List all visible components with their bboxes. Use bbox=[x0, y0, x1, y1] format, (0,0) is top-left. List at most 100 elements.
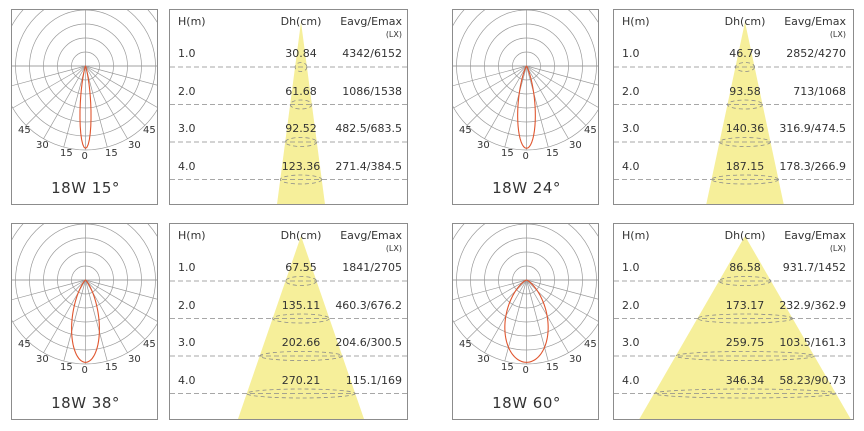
row-diameter: 187.15 bbox=[725, 159, 765, 173]
polar-angle-label: 30 bbox=[477, 140, 490, 151]
row-height: 3.0 bbox=[178, 122, 196, 135]
spot-ellipse bbox=[711, 174, 779, 185]
row-illuminance: 316.9/474.5 bbox=[779, 122, 846, 135]
column-header-diameter: Dh(cm) bbox=[280, 15, 322, 28]
row-illuminance: 1841/2705 bbox=[342, 261, 402, 274]
polar-chart-title: 18W 15° bbox=[51, 179, 120, 197]
column-header-unit: (LX) bbox=[829, 244, 846, 253]
column-header-height: H(m) bbox=[178, 229, 206, 242]
row-height: 1.0 bbox=[622, 261, 640, 274]
polar-angle-label: 15 bbox=[501, 362, 514, 373]
column-header-height: H(m) bbox=[622, 229, 650, 242]
column-header-illuminance: Eavg/Emax bbox=[340, 15, 402, 28]
row-diameter: 346.34 bbox=[725, 373, 765, 387]
row-diameter: 135.11 bbox=[281, 298, 321, 312]
polar-angle-label: 45 bbox=[143, 125, 156, 136]
row-illuminance: 178.3/266.9 bbox=[779, 159, 846, 173]
spot-ellipse bbox=[719, 137, 771, 147]
row-illuminance: 460.3/676.2 bbox=[335, 298, 402, 312]
spot-ellipse bbox=[289, 99, 313, 110]
polar-angle-label: 15 bbox=[546, 362, 559, 373]
light-distribution-curve bbox=[504, 279, 549, 363]
polar-angle-label: 45 bbox=[584, 339, 597, 350]
row-height: 1.0 bbox=[622, 47, 640, 60]
polar-angle-label: 15 bbox=[105, 148, 118, 159]
row-diameter: 46.79 bbox=[729, 47, 761, 60]
polar-grid bbox=[453, 10, 598, 151]
row-height: 2.0 bbox=[178, 84, 196, 98]
column-header-unit: (LX) bbox=[385, 244, 402, 253]
polar-diagram-panel: 45 30 15 0 15 30 45 18W 38° bbox=[11, 223, 158, 420]
row-height: 3.0 bbox=[622, 122, 640, 135]
beam-cone-graphic bbox=[170, 236, 407, 419]
row-illuminance: 271.4/384.5 bbox=[335, 159, 402, 173]
polar-angle-label: 30 bbox=[36, 354, 49, 365]
polar-grid bbox=[453, 224, 598, 365]
column-header-height: H(m) bbox=[178, 15, 206, 28]
polar-chart-title: 18W 24° bbox=[492, 179, 561, 197]
polar-angle-label: 30 bbox=[569, 140, 582, 151]
polar-angle-label: 30 bbox=[569, 354, 582, 365]
row-illuminance: 115.1/169 bbox=[345, 373, 402, 387]
beam-cone-graphic bbox=[614, 236, 853, 419]
polar-angle-label: 30 bbox=[477, 354, 490, 365]
spot-ellipse bbox=[294, 62, 308, 72]
row-diameter: 61.68 bbox=[285, 84, 317, 98]
polar-grid bbox=[12, 224, 157, 365]
polar-angle-label: 15 bbox=[60, 148, 73, 159]
row-height: 4.0 bbox=[178, 159, 196, 173]
light-beam-cone bbox=[237, 236, 365, 419]
polar-angle-label: 0 bbox=[522, 151, 529, 162]
column-header-height: H(m) bbox=[622, 15, 650, 28]
polar-angle-label: 0 bbox=[81, 365, 88, 376]
polar-angle-label: 45 bbox=[18, 125, 31, 136]
polar-angle-label: 30 bbox=[128, 354, 141, 365]
row-diameter: 67.55 bbox=[285, 261, 317, 274]
polar-angle-label: 30 bbox=[128, 140, 141, 151]
row-height: 4.0 bbox=[622, 159, 640, 173]
column-header-illuminance: Eavg/Emax bbox=[340, 229, 402, 242]
polar-angle-label: 45 bbox=[459, 339, 472, 350]
polar-angle-label: 0 bbox=[522, 365, 529, 376]
spot-ellipse bbox=[653, 388, 837, 399]
row-diameter: 202.66 bbox=[281, 336, 321, 349]
polar-angle-label: 15 bbox=[60, 362, 73, 373]
beam-cone-graphic bbox=[170, 22, 407, 204]
column-header-diameter: Dh(cm) bbox=[724, 229, 766, 242]
light-distribution-curve bbox=[71, 279, 100, 363]
light-beam-cone bbox=[706, 22, 784, 204]
column-header-diameter: Dh(cm) bbox=[724, 15, 766, 28]
row-diameter: 270.21 bbox=[281, 373, 321, 387]
row-height: 4.0 bbox=[622, 373, 640, 387]
row-height: 2.0 bbox=[178, 298, 196, 312]
spot-ellipse bbox=[246, 388, 356, 399]
column-header-illuminance: Eavg/Emax bbox=[784, 229, 846, 242]
row-illuminance: 1086/1538 bbox=[342, 84, 402, 98]
polar-angle-label: 45 bbox=[18, 339, 31, 350]
row-illuminance: 4342/6152 bbox=[342, 47, 402, 60]
spot-ellipse bbox=[727, 99, 763, 110]
spot-ellipse bbox=[735, 62, 755, 72]
spot-ellipse bbox=[675, 351, 815, 361]
polar-angle-label: 15 bbox=[501, 148, 514, 159]
row-diameter: 259.75 bbox=[725, 336, 765, 349]
row-height: 4.0 bbox=[178, 373, 196, 387]
row-illuminance: 58.23/90.73 bbox=[779, 373, 846, 387]
row-illuminance: 204.6/300.5 bbox=[335, 336, 402, 349]
beam-data-table: H(m) Dh(cm) Eavg/Emax (LX) 1.0 86.58 931.7/145… bbox=[613, 223, 854, 420]
row-height: 2.0 bbox=[622, 84, 640, 98]
column-header-unit: (LX) bbox=[829, 30, 846, 39]
spot-ellipse bbox=[272, 313, 330, 324]
row-diameter: 93.58 bbox=[729, 84, 761, 98]
polar-angle-label: 15 bbox=[105, 362, 118, 373]
row-illuminance: 931.7/1452 bbox=[782, 261, 846, 274]
row-diameter: 173.17 bbox=[725, 298, 765, 312]
beam-data-table: H(m) Dh(cm) Eavg/Emax (LX) 1.0 46.79 2852/4270… bbox=[613, 9, 854, 205]
polar-angle-label: 45 bbox=[584, 125, 597, 136]
column-header-diameter: Dh(cm) bbox=[280, 229, 322, 242]
row-illuminance: 482.5/683.5 bbox=[335, 122, 402, 135]
row-height: 2.0 bbox=[622, 298, 640, 312]
row-height: 1.0 bbox=[178, 47, 196, 60]
polar-angle-label: 0 bbox=[81, 151, 88, 162]
spot-ellipse bbox=[696, 313, 794, 324]
